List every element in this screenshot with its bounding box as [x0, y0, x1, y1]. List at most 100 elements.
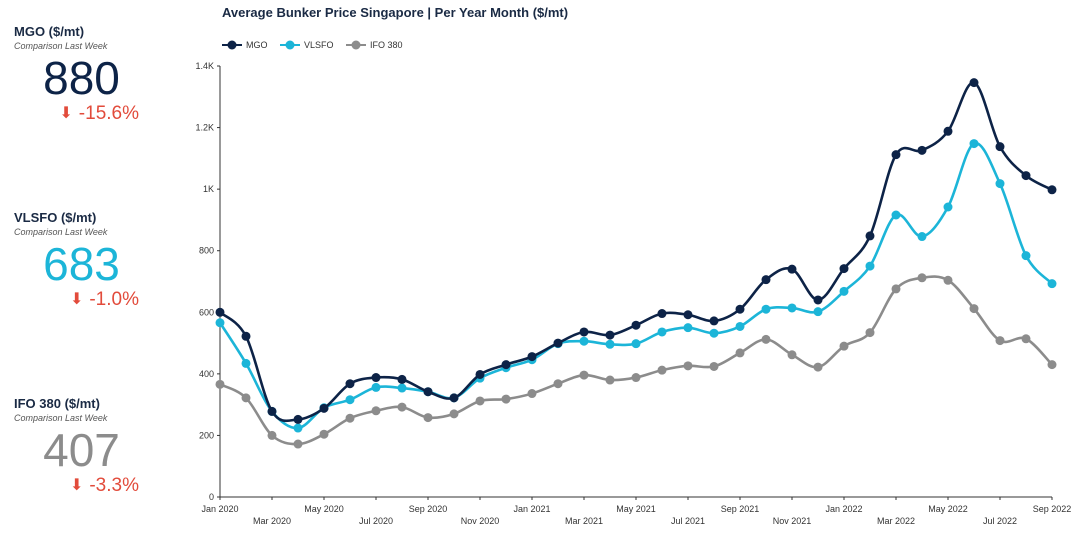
- legend-marker-vlsfo: [285, 40, 295, 50]
- data-point-ifo-380: [787, 350, 797, 360]
- x-tick-label: Mar 2022: [877, 516, 915, 526]
- series-line-vlsfo: [218, 142, 1053, 430]
- x-tick-label: Mar 2020: [253, 516, 291, 526]
- data-point-vlsfo: [397, 383, 407, 393]
- data-point-ifo-380: [371, 406, 381, 416]
- data-point-ifo-380: [475, 396, 485, 406]
- data-point-vlsfo: [345, 395, 355, 405]
- kpi-change: ⬇ -1.0%: [14, 289, 139, 311]
- data-point-ifo-380: [501, 394, 511, 404]
- x-tick-label: Sep 2020: [409, 504, 448, 514]
- data-point-ifo-380: [553, 379, 563, 389]
- kpi-title: MGO ($/mt): [14, 24, 85, 39]
- data-point-ifo-380: [1047, 360, 1057, 370]
- data-point-mgo: [839, 264, 849, 274]
- data-point-vlsfo: [839, 286, 849, 296]
- down-arrow-icon: ⬇: [69, 477, 84, 494]
- y-tick-label: 1.4K: [195, 61, 214, 71]
- data-point-vlsfo: [735, 321, 745, 331]
- data-point-ifo-380: [839, 341, 849, 351]
- data-point-mgo: [605, 330, 615, 340]
- data-point-mgo: [475, 369, 485, 379]
- kpi-change-value: -15.6%: [78, 103, 139, 124]
- data-point-mgo: [241, 331, 251, 341]
- kpi-ifo380: IFO 380 ($/mt) Comparison Last Week 407 …: [14, 396, 154, 497]
- data-point-vlsfo: [995, 179, 1005, 189]
- data-point-vlsfo: [241, 358, 251, 368]
- x-tick-label: Jan 2020: [201, 504, 238, 514]
- x-tick-label: Nov 2020: [461, 516, 500, 526]
- y-tick-label: 800: [199, 246, 214, 256]
- data-point-mgo: [761, 275, 771, 285]
- kpi-subtitle: Comparison Last Week: [14, 41, 108, 51]
- data-point-ifo-380: [293, 439, 303, 449]
- x-tick-label: Sep 2021: [721, 504, 760, 514]
- data-point-mgo: [1021, 171, 1031, 181]
- data-point-ifo-380: [579, 370, 589, 380]
- series-mgo: [215, 78, 1057, 424]
- data-point-vlsfo: [683, 323, 693, 333]
- data-point-vlsfo: [657, 327, 667, 337]
- chart-series: [215, 78, 1057, 449]
- data-point-mgo: [319, 403, 329, 413]
- data-point-vlsfo: [631, 339, 641, 349]
- x-tick-label: May 2021: [616, 504, 656, 514]
- data-point-mgo: [891, 150, 901, 160]
- data-point-vlsfo: [891, 210, 901, 220]
- data-point-ifo-380: [631, 373, 641, 383]
- data-point-vlsfo: [969, 139, 979, 149]
- chart-legend: MGO VLSFO IFO 380: [222, 40, 403, 50]
- data-point-mgo: [709, 316, 719, 326]
- data-point-mgo: [969, 78, 979, 88]
- x-tick-label: May 2020: [304, 504, 344, 514]
- data-point-ifo-380: [657, 365, 667, 375]
- data-point-ifo-380: [241, 393, 251, 403]
- kpi-change: ⬇ -3.3%: [14, 475, 139, 497]
- kpi-title: VLSFO ($/mt): [14, 210, 97, 225]
- data-point-ifo-380: [865, 328, 875, 338]
- data-point-ifo-380: [527, 389, 537, 399]
- y-tick-label: 1.2K: [195, 123, 214, 133]
- legend-label-mgo: MGO: [246, 40, 268, 50]
- data-point-mgo: [397, 374, 407, 384]
- x-tick-label: Nov 2021: [773, 516, 812, 526]
- kpi-vlsfo: VLSFO ($/mt) Comparison Last Week 683 ⬇ -…: [14, 210, 154, 311]
- data-point-mgo: [553, 338, 563, 348]
- data-point-mgo: [995, 142, 1005, 152]
- y-tick-label: 600: [199, 307, 214, 317]
- data-point-ifo-380: [605, 375, 615, 385]
- legend-marker-mgo: [227, 40, 237, 50]
- data-point-ifo-380: [969, 304, 979, 314]
- series-line-ifo-380: [219, 275, 1053, 446]
- data-point-mgo: [501, 360, 511, 370]
- data-point-mgo: [787, 264, 797, 274]
- kpi-change-value: -3.3%: [89, 475, 139, 496]
- kpi-subtitle: Comparison Last Week: [14, 413, 108, 423]
- kpi-subtitle: Comparison Last Week: [14, 227, 108, 237]
- data-point-vlsfo: [215, 318, 225, 328]
- data-point-ifo-380: [917, 273, 927, 283]
- x-tick-label: Jan 2022: [825, 504, 862, 514]
- kpi-change: ⬇ -15.6%: [14, 103, 139, 125]
- chart-axes: 0 200 400 600 800 1K 1.2K 1.4K Jan 2020 Mar 2020 M…: [195, 61, 1071, 526]
- chart-title: Average Bunker Price Singapore | Per Yea…: [222, 5, 568, 20]
- data-point-mgo: [865, 231, 875, 241]
- data-point-ifo-380: [709, 361, 719, 371]
- data-point-vlsfo: [371, 382, 381, 392]
- kpi-value: 683: [43, 238, 120, 290]
- data-point-vlsfo: [293, 423, 303, 433]
- data-point-ifo-380: [215, 379, 225, 389]
- data-point-ifo-380: [423, 413, 433, 423]
- data-point-vlsfo: [579, 336, 589, 346]
- data-point-mgo: [943, 126, 953, 136]
- data-point-mgo: [735, 304, 745, 314]
- x-tick-label: Sep 2022: [1033, 504, 1072, 514]
- x-tick-label: Mar 2021: [565, 516, 603, 526]
- data-point-ifo-380: [761, 334, 771, 344]
- data-point-ifo-380: [449, 409, 459, 419]
- kpi-change-value: -1.0%: [89, 289, 139, 310]
- kpi-mgo: MGO ($/mt) Comparison Last Week 880 ⬇ -15…: [14, 24, 154, 125]
- data-point-mgo: [293, 414, 303, 424]
- data-point-mgo: [631, 320, 641, 330]
- data-point-mgo: [215, 307, 225, 317]
